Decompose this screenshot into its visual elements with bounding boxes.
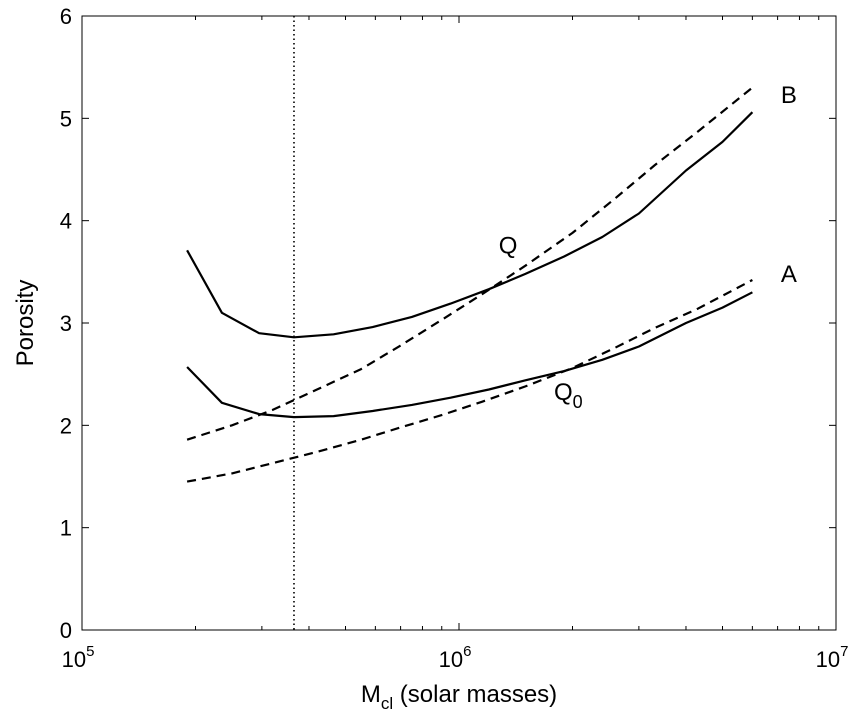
x-axis-label-rest: (solar masses) bbox=[393, 681, 557, 708]
series-layer bbox=[186, 86, 754, 483]
y-tick-label-5: 5 bbox=[60, 106, 72, 131]
axis-ticks: 0 1 2 3 4 5 6 105 106 107 bbox=[60, 4, 849, 672]
annotation-1: A bbox=[781, 261, 797, 288]
series-line-2 bbox=[186, 86, 754, 441]
x-tick-label-2: 107 bbox=[816, 643, 849, 672]
annotation-0: B bbox=[781, 82, 797, 109]
y-tick-label-1: 1 bbox=[60, 516, 72, 541]
y-tick-label-4: 4 bbox=[60, 209, 72, 234]
annotation-layer: B A Q Q0 bbox=[499, 82, 797, 412]
y-axis-label: Porosity bbox=[12, 280, 39, 367]
x-tick-label-1: 106 bbox=[439, 643, 472, 672]
annotation-3: Q0 bbox=[554, 379, 583, 412]
annotation-2: Q bbox=[499, 232, 518, 259]
x-axis-label-main: M bbox=[361, 681, 381, 708]
x-axis-label-sub: cl bbox=[381, 694, 393, 711]
y-tick-label-6: 6 bbox=[60, 4, 72, 29]
y-tick-label-3: 3 bbox=[60, 311, 72, 336]
x-tick-label-0: 105 bbox=[62, 643, 95, 672]
y-tick-label-2: 2 bbox=[60, 413, 72, 438]
y-tick-label-0: 0 bbox=[60, 618, 72, 643]
series-line-1 bbox=[186, 291, 753, 419]
series-line-3 bbox=[186, 279, 753, 483]
series-line-0 bbox=[186, 111, 754, 339]
plot-area bbox=[81, 15, 837, 631]
x-axis-label: Mcl (solar masses) bbox=[361, 681, 557, 711]
